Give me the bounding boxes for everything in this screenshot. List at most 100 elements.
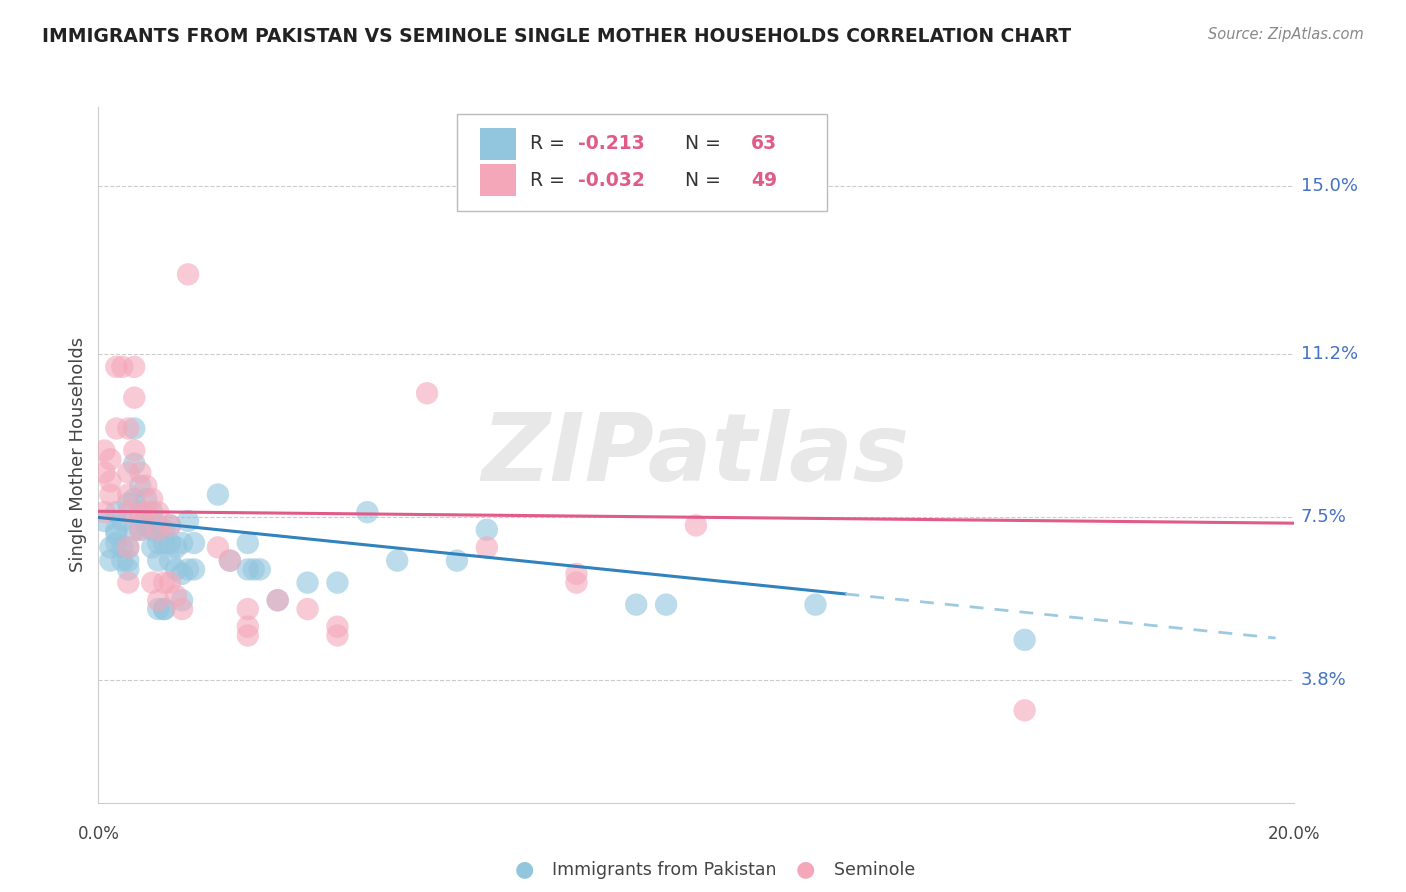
Point [111, 541, 134, 555]
Point [148, 523, 170, 537]
Point [105, 505, 128, 519]
Text: 49: 49 [751, 170, 778, 190]
Point [135, 491, 157, 506]
Text: IMMIGRANTS FROM PAKISTAN VS SEMINOLE SINGLE MOTHER HOUSEHOLDS CORRELATION CHART: IMMIGRANTS FROM PAKISTAN VS SEMINOLE SIN… [42, 27, 1071, 45]
Point [153, 575, 176, 590]
Point [129, 505, 152, 519]
Text: R =: R = [530, 170, 571, 190]
Point [93, 466, 115, 480]
Point [153, 602, 176, 616]
Point [124, 391, 146, 405]
Text: 20.0%: 20.0% [1267, 825, 1320, 843]
Point [1014, 703, 1036, 717]
Point [356, 505, 378, 519]
Point [124, 359, 146, 374]
Text: 15.0%: 15.0% [1301, 178, 1358, 195]
Point [98, 487, 122, 501]
Point [111, 553, 134, 567]
Text: ●: ● [796, 860, 815, 880]
Point [135, 505, 157, 519]
Point [183, 562, 205, 576]
Point [117, 466, 139, 480]
Point [148, 518, 170, 533]
Point [177, 562, 200, 576]
Point [249, 562, 271, 576]
Text: ZIPatlas: ZIPatlas [482, 409, 910, 501]
Point [105, 523, 128, 537]
Point [207, 541, 229, 555]
Point [111, 359, 134, 374]
Point [129, 466, 152, 480]
Point [267, 593, 290, 607]
Point [446, 553, 468, 567]
Point [124, 457, 146, 471]
FancyBboxPatch shape [457, 114, 827, 211]
Point [117, 562, 139, 576]
Point [172, 593, 194, 607]
Point [172, 566, 194, 581]
Point [159, 518, 181, 533]
Point [93, 514, 115, 528]
Point [105, 359, 128, 374]
Point [93, 443, 115, 458]
Point [129, 479, 152, 493]
Point [141, 505, 163, 519]
Point [153, 602, 176, 616]
Text: Source: ZipAtlas.com: Source: ZipAtlas.com [1208, 27, 1364, 42]
Point [475, 523, 498, 537]
Point [117, 541, 139, 555]
Point [159, 553, 181, 567]
Point [236, 562, 259, 576]
Point [135, 479, 157, 493]
Point [207, 487, 229, 501]
Point [416, 386, 439, 401]
Point [165, 562, 187, 576]
Point [129, 505, 152, 519]
Point [141, 491, 163, 506]
Point [236, 628, 259, 642]
Text: 11.2%: 11.2% [1301, 344, 1358, 363]
Point [177, 514, 200, 528]
Point [153, 536, 176, 550]
Point [159, 575, 181, 590]
Text: -0.213: -0.213 [578, 135, 644, 153]
Point [117, 505, 139, 519]
Point [183, 536, 205, 550]
Point [219, 553, 242, 567]
Point [172, 602, 194, 616]
Point [385, 553, 409, 567]
Bar [479, 164, 516, 195]
Point [236, 536, 259, 550]
Point [124, 421, 146, 435]
Text: N =: N = [673, 170, 727, 190]
Point [105, 527, 128, 541]
Point [565, 566, 588, 581]
Text: 63: 63 [751, 135, 778, 153]
Point [141, 541, 163, 555]
Point [219, 553, 242, 567]
Point [129, 523, 152, 537]
Point [124, 443, 146, 458]
Point [129, 523, 152, 537]
Point [236, 620, 259, 634]
Point [685, 518, 707, 533]
Text: 0.0%: 0.0% [77, 825, 120, 843]
Text: N =: N = [673, 135, 727, 153]
Text: Immigrants from Pakistan: Immigrants from Pakistan [541, 861, 776, 879]
Point [326, 620, 349, 634]
Point [148, 536, 170, 550]
Point [326, 575, 349, 590]
Point [117, 541, 139, 555]
Point [159, 536, 181, 550]
Point [655, 598, 678, 612]
Point [98, 452, 122, 467]
Text: Seminole: Seminole [823, 861, 915, 879]
Point [117, 553, 139, 567]
Point [98, 553, 122, 567]
Y-axis label: Single Mother Households: Single Mother Households [69, 337, 87, 573]
Text: 3.8%: 3.8% [1301, 671, 1347, 689]
Point [153, 523, 176, 537]
Point [148, 602, 170, 616]
Point [93, 505, 115, 519]
Point [326, 628, 349, 642]
